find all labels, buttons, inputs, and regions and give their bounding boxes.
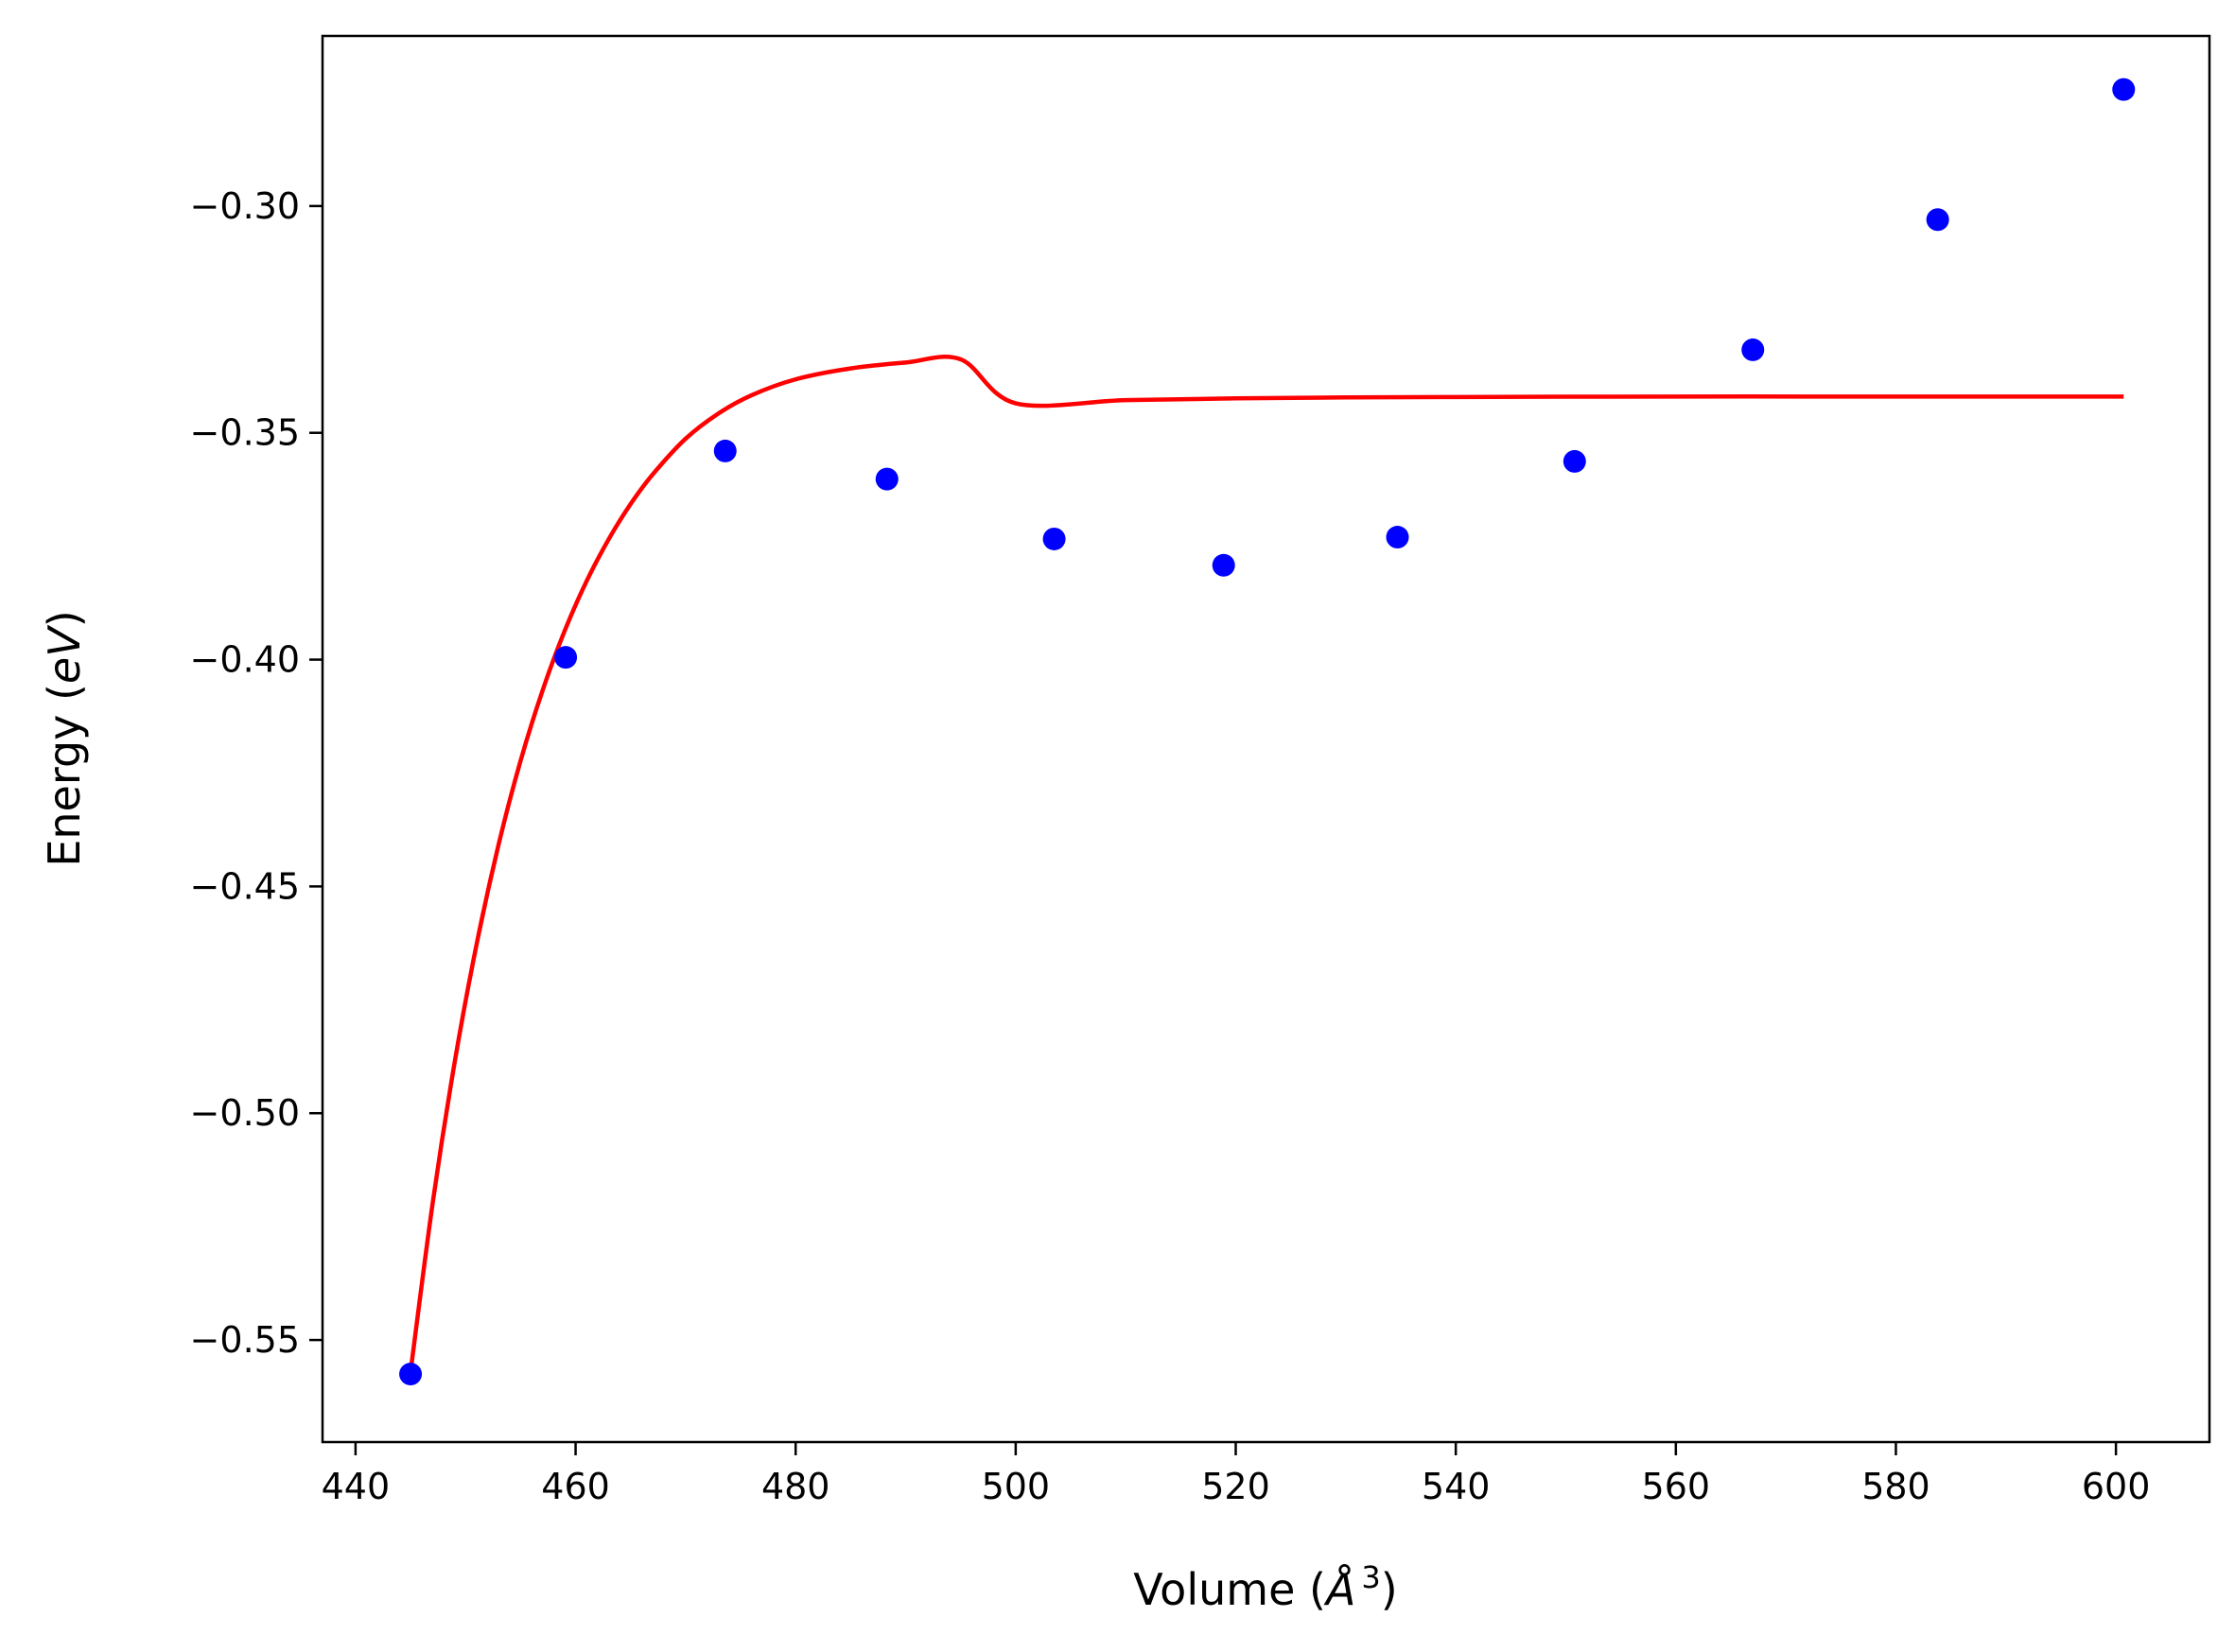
data-point bbox=[1042, 527, 1066, 550]
y-tick-label: −0.45 bbox=[190, 865, 300, 907]
x-tick-label: 520 bbox=[1201, 1466, 1270, 1507]
x-tick-label: 480 bbox=[761, 1466, 830, 1507]
x-axis-label-exponent: 3 bbox=[1361, 1559, 1380, 1595]
data-point bbox=[2112, 78, 2136, 101]
y-tick-label: −0.50 bbox=[190, 1092, 300, 1134]
x-axis-label-suffix: ) bbox=[1381, 1564, 1398, 1615]
y-tick-label: −0.35 bbox=[190, 412, 300, 454]
y-axis: −0.55 −0.50 −0.45 −0.40 −0.35 −0.30 bbox=[190, 185, 323, 1361]
x-axis-label-prefix: Volume ( bbox=[1133, 1564, 1326, 1615]
x-tick-label: 460 bbox=[541, 1466, 610, 1507]
plot-frame bbox=[321, 34, 2211, 1444]
data-point bbox=[1386, 526, 1409, 549]
data-point bbox=[1212, 553, 1235, 577]
x-tick-label: 500 bbox=[982, 1466, 1051, 1507]
x-axis-label: Volume (Å 3) bbox=[1133, 1559, 1397, 1615]
x-tick-label: 580 bbox=[1861, 1466, 1930, 1507]
data-point bbox=[1926, 208, 1949, 232]
x-axis-label-symbol: Å bbox=[1323, 1564, 1355, 1615]
data-point bbox=[554, 646, 578, 669]
data-point bbox=[713, 439, 737, 462]
y-axis-label-prefix: Energy ( bbox=[39, 684, 90, 867]
y-tick-label: −0.30 bbox=[190, 185, 300, 227]
x-axis: 440 460 480 500 520 540 560 580 600 bbox=[322, 1442, 2151, 1507]
data-point bbox=[1563, 449, 1586, 473]
x-tick-label: 600 bbox=[2082, 1466, 2151, 1507]
x-tick-label: 540 bbox=[1422, 1466, 1491, 1507]
x-tick-label: 440 bbox=[322, 1466, 391, 1507]
y-axis-label-symbol: eV bbox=[39, 624, 90, 684]
x-tick-label: 560 bbox=[1642, 1466, 1711, 1507]
plot-area bbox=[399, 78, 2136, 1386]
y-axis-label-suffix: ) bbox=[39, 610, 90, 627]
y-tick-label: −0.40 bbox=[190, 639, 300, 681]
data-point bbox=[875, 467, 899, 491]
y-axis-label: Energy (eV) bbox=[39, 610, 90, 866]
fit-line bbox=[408, 355, 2124, 1372]
data-point bbox=[399, 1363, 423, 1386]
data-point bbox=[1741, 338, 1765, 361]
y-tick-label: −0.55 bbox=[190, 1319, 300, 1361]
